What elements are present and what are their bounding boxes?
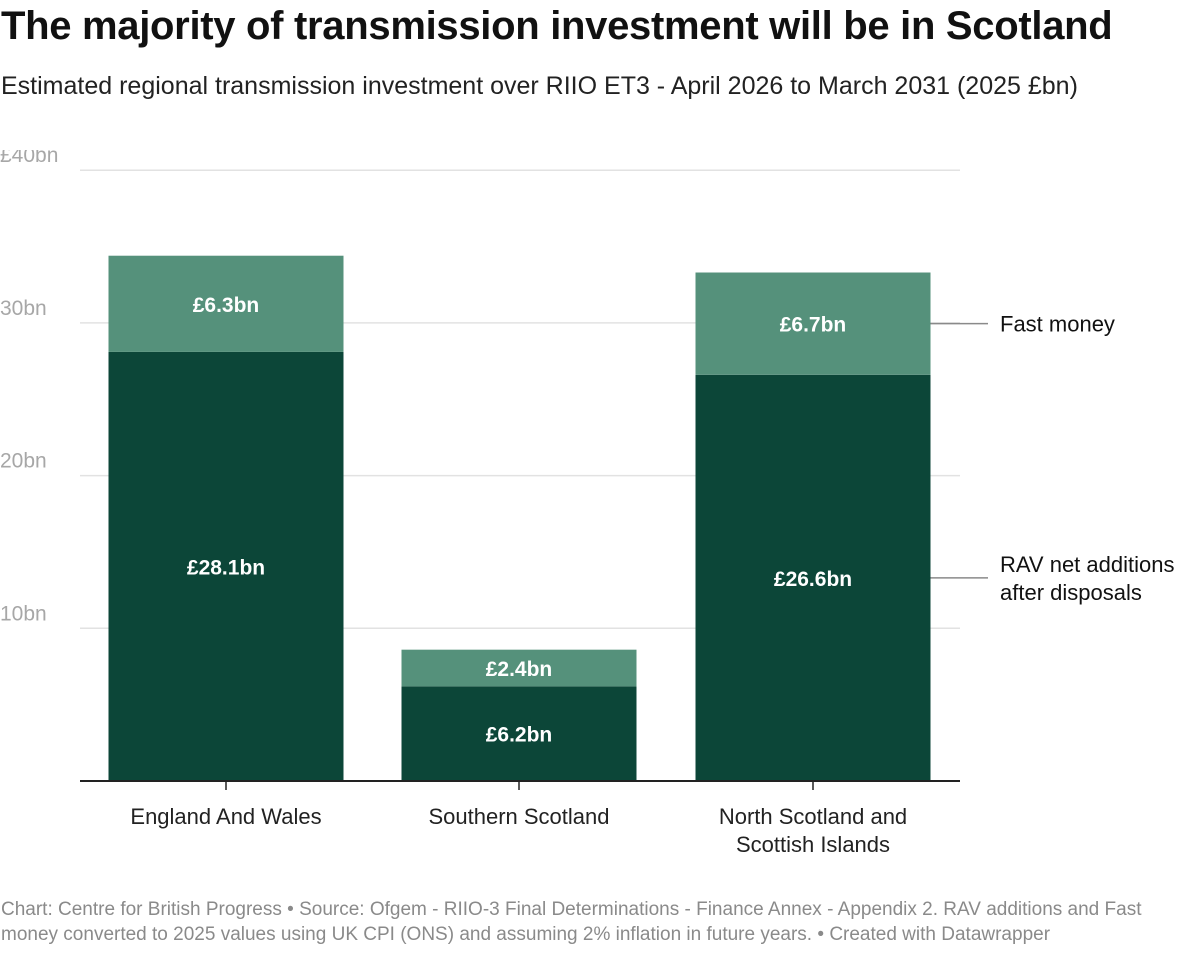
data-label: £2.4bn <box>486 658 553 681</box>
footer-separator: • <box>812 924 830 945</box>
bar-segment-fast-money <box>695 272 931 375</box>
y-tick-label: 30bn <box>0 297 47 320</box>
stacked-bar-chart: 10bn 20bn 30bn £40bn £28.1bn £6.3bn England An… <box>0 150 1174 857</box>
x-tick-label: Scottish Islands <box>736 832 890 857</box>
bar-segment-fast-money <box>401 649 637 687</box>
footer-created: Created with Datawrapper <box>829 924 1051 945</box>
footer-source: Source: Ofgem - RIIO-3 Final Determinati… <box>1 899 1142 945</box>
footer-separator: • <box>281 899 300 920</box>
chart-subtitle: Estimated regional transmission investme… <box>1 72 1078 100</box>
chart-footer: Chart: Centre for British Progress • Sou… <box>1 897 1151 947</box>
data-label: £26.6bn <box>774 568 852 591</box>
bar-segment-rav <box>695 374 931 781</box>
data-label: £6.2bn <box>486 724 553 747</box>
bar-segment-rav <box>401 686 637 781</box>
y-tick-label: 10bn <box>0 602 47 625</box>
data-label: £6.3bn <box>193 294 260 317</box>
data-label: £28.1bn <box>187 556 265 579</box>
series-label-rav: RAV net additions <box>1000 552 1174 577</box>
bar-segment-fast-money <box>108 255 344 352</box>
x-tick-label: Southern Scotland <box>428 804 609 829</box>
data-label: £6.7bn <box>780 314 847 337</box>
chart-title: The majority of transmission investment … <box>1 4 1113 48</box>
series-label-fast-money: Fast money <box>1000 312 1115 337</box>
footer-credit: Chart: Centre for British Progress <box>1 899 282 920</box>
y-tick-label: £40bn <box>0 150 58 167</box>
y-tick-label: 20bn <box>0 450 47 473</box>
x-tick-label: England And Wales <box>130 804 321 829</box>
x-tick-label: North Scotland and <box>719 804 907 829</box>
series-label-rav: after disposals <box>1000 580 1142 605</box>
bar-segment-rav <box>108 351 344 781</box>
